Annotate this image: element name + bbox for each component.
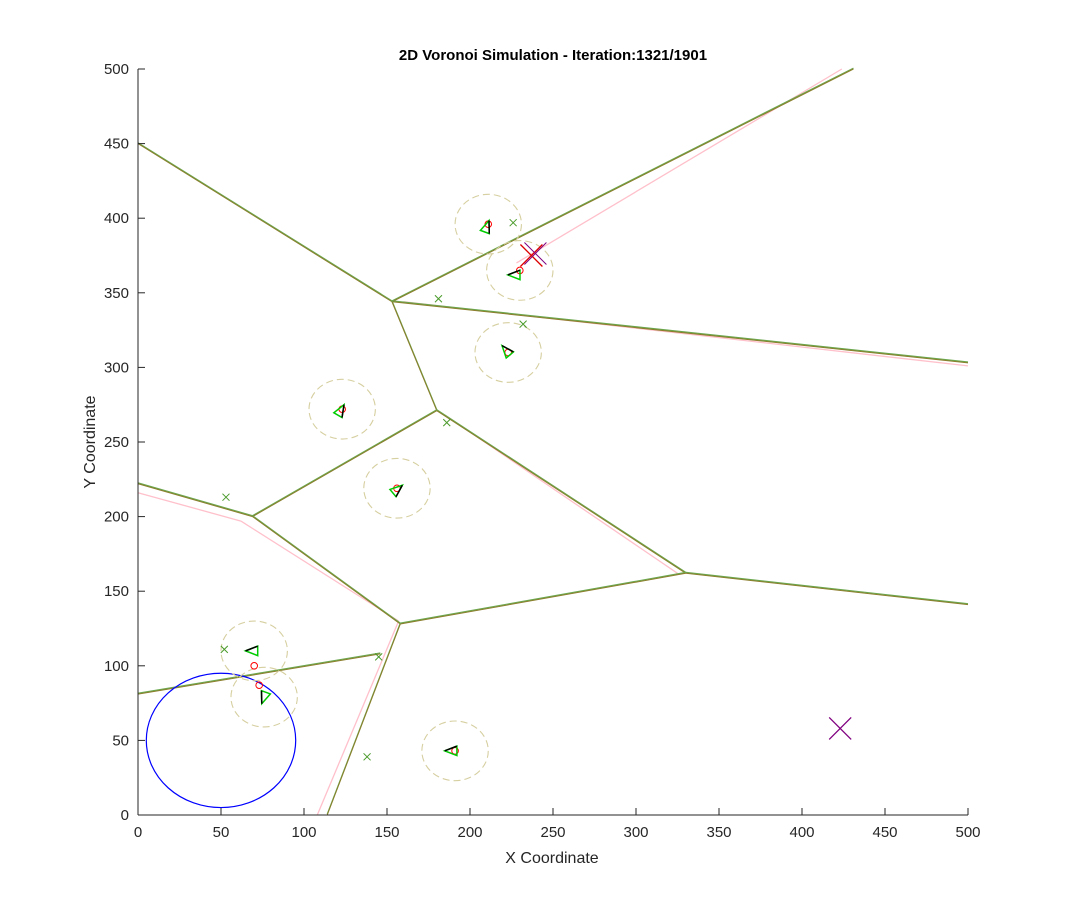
y-tick-label-1: 50: [112, 732, 129, 749]
voronoi-edge-8: [400, 571, 686, 624]
y-tick-label-4: 200: [104, 509, 129, 526]
x-ticks: 0 50 100 150 200 250 300 350 400 450 500: [134, 808, 981, 841]
voronoi-previous-edge-1: [240, 520, 399, 622]
sensing-circle-2: [474, 322, 542, 383]
voronoi-edge-overlay-6: [137, 483, 253, 518]
target-marker-4: [222, 493, 230, 502]
centroid-marker-6: [255, 681, 263, 689]
voronoi-edge-overlay-8: [400, 572, 686, 625]
x-tick-label-10: 500: [955, 824, 980, 841]
voronoi-edge-9: [685, 571, 969, 605]
voronoi-edge-overlay-11: [137, 653, 381, 695]
target-marker-1: [434, 294, 443, 303]
voronoi-edge-5: [436, 409, 687, 573]
voronoi-edge-overlay-10: [326, 623, 401, 816]
target-marker-2: [519, 320, 527, 328]
y-tick-label-8: 400: [104, 210, 129, 227]
agent-heading-1: [507, 269, 521, 276]
obstacle-layer: [145, 672, 297, 809]
agent-heading-4: [395, 484, 403, 498]
voronoi-edge-7: [252, 515, 401, 624]
voronoi-edge-6: [137, 482, 253, 517]
chart-title: 2D Voronoi Simulation - Iteration:1321/1…: [399, 47, 707, 64]
centroid-marker-5: [250, 662, 258, 670]
voronoi-edge-0: [137, 142, 393, 302]
y-tick-label-2: 100: [104, 658, 129, 675]
agent-heading-2: [501, 344, 514, 353]
y-tick-label-3: 150: [104, 583, 129, 600]
voronoi-edges-layer: [137, 67, 969, 816]
target-marker-6: [374, 652, 383, 661]
plot-area: [137, 67, 969, 816]
sensing-circle-5: [220, 620, 288, 682]
x-tick-label-6: 300: [623, 824, 648, 841]
y-ticks: 0 50 100 150 200 250 300 350 400 450 500: [104, 61, 145, 824]
voronoi-edge-overlay-9: [685, 572, 969, 606]
x-tick-label-8: 400: [789, 824, 814, 841]
voronoi-edge-overlay-5: [436, 410, 687, 574]
agent-heading-7: [444, 745, 458, 752]
targets-layer: [220, 218, 527, 761]
agents-layer: [243, 218, 521, 757]
event-marker-0: [519, 244, 543, 267]
target-marker-3: [442, 418, 451, 427]
voronoi-edge-overlay-2: [391, 301, 969, 364]
agent-heading-3: [341, 404, 345, 418]
target-marker-5: [220, 645, 229, 654]
voronoi-edge-1: [391, 67, 854, 302]
events-layer: [519, 242, 852, 740]
x-tick-label-4: 200: [457, 824, 482, 841]
event-marker-shadow-0: [524, 242, 547, 265]
y-tick-label-7: 350: [104, 285, 129, 302]
voronoi-edge-overlay-3: [391, 301, 438, 411]
voronoi-edge-overlay-1: [391, 68, 854, 303]
event-marker-1: [828, 717, 852, 740]
voronoi-edge-2: [391, 300, 969, 363]
x-tick-label-3: 150: [374, 824, 399, 841]
y-axis-label: Y Coordinate: [82, 395, 99, 488]
y-tick-label-10: 500: [104, 61, 129, 78]
sensing-circles-layer: [220, 193, 554, 782]
sensing-circle-1: [486, 240, 554, 301]
x-tick-label-1: 50: [213, 824, 230, 841]
sensing-circle-7: [421, 720, 489, 782]
x-tick-label-9: 450: [872, 824, 897, 841]
target-marker-0: [509, 218, 518, 227]
sensing-circle-4: [363, 457, 431, 519]
voronoi-edge-overlay-0: [137, 143, 393, 303]
voronoi-previous-edge-2: [316, 620, 400, 816]
axes: 0 50 100 150 200 250 300 350 400 450 500 0 50 100 150…: [104, 61, 981, 841]
target-marker-7: [363, 752, 371, 761]
x-axis-label: X Coordinate: [505, 850, 598, 867]
sensing-circle-0: [454, 193, 523, 255]
x-tick-label-0: 0: [134, 824, 142, 841]
y-tick-label-9: 450: [104, 136, 129, 153]
voronoi-edge-4: [252, 409, 438, 517]
sensing-circle-6: [230, 666, 298, 728]
x-tick-label-5: 250: [540, 824, 565, 841]
voronoi-edge-overlay-4: [252, 410, 438, 518]
x-tick-label-7: 350: [706, 824, 731, 841]
x-tick-label-2: 100: [291, 824, 316, 841]
voronoi-edge-11: [137, 652, 381, 694]
y-tick-label-0: 0: [121, 807, 129, 824]
agent-heading-5: [245, 645, 258, 652]
voronoi-edge-overlay-7: [252, 516, 401, 625]
sensing-circle-3: [308, 378, 376, 440]
y-tick-label-5: 250: [104, 434, 129, 451]
y-tick-label-6: 300: [104, 359, 129, 376]
voronoi-previous-edge-0: [137, 492, 242, 522]
obstacle-circle: [145, 672, 297, 809]
